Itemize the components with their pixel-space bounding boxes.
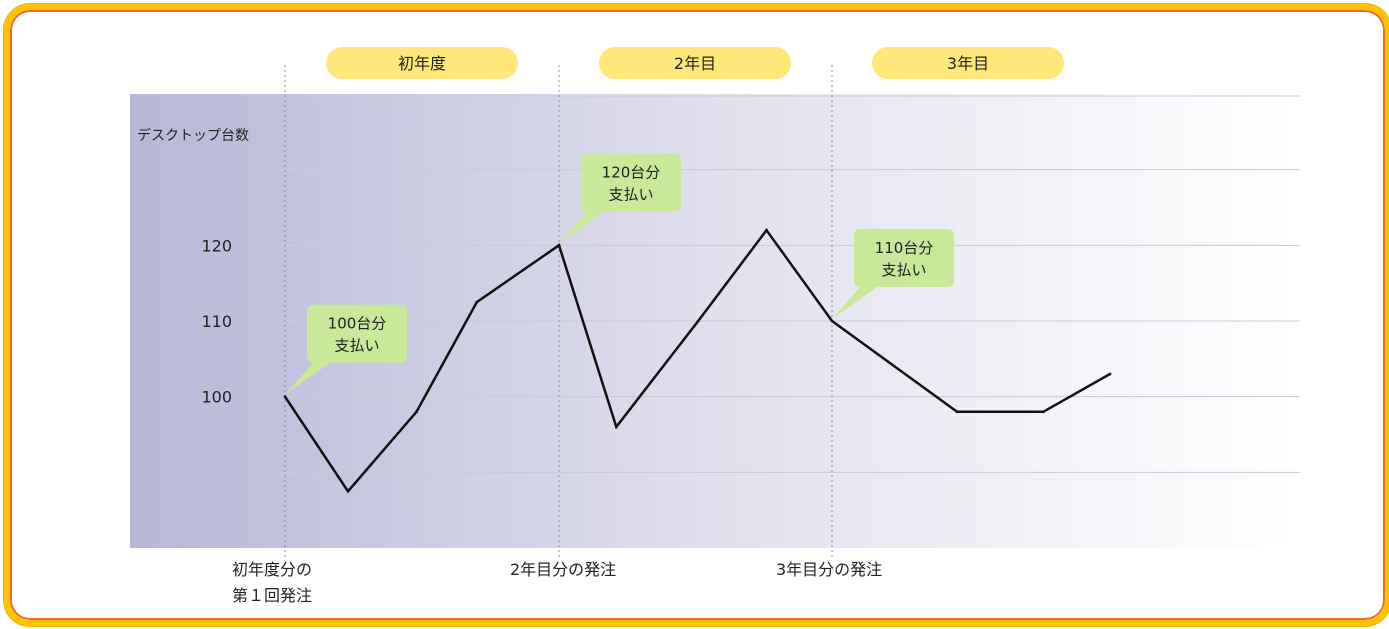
callout-text: 支払い [881, 261, 926, 279]
period-label: 3年目 [947, 54, 989, 73]
period-badge: 初年度 [326, 47, 518, 79]
callout-text: 支払い [334, 337, 379, 355]
period-label: 初年度 [398, 54, 446, 73]
data-point [346, 489, 350, 493]
chart-frame: 初年度 2年目 3年目 デスクトップ台数 100 110 120 100台分 支払い 120… [4, 4, 1389, 626]
callout-text: 120台分 [602, 163, 661, 181]
data-point [1108, 372, 1112, 376]
data-point [765, 228, 768, 232]
order-label: 3年目分の発注 [776, 560, 882, 579]
order-label-line: 2年目分の発注 [510, 560, 616, 579]
callout-text: 110台分 [875, 239, 934, 257]
y-tick-label: 100 [201, 388, 232, 407]
data-point [830, 319, 834, 323]
data-point [475, 300, 479, 304]
period-badge: 2年目 [599, 47, 791, 79]
y-tick-label: 120 [201, 236, 232, 255]
order-label-line: 第１回発注 [232, 586, 312, 605]
order-label-line: 初年度分の [232, 560, 312, 579]
y-axis-label: デスクトップ台数 [137, 127, 249, 144]
callout-text: 支払い [608, 185, 653, 203]
period-badge: 3年目 [872, 47, 1064, 79]
order-label-line: 3年目分の発注 [776, 560, 882, 579]
data-point [1041, 410, 1045, 414]
data-point [614, 425, 618, 429]
data-point [415, 410, 418, 414]
order-label: 2年目分の発注 [510, 560, 616, 579]
callout-text: 100台分 [328, 315, 387, 333]
data-point [696, 319, 700, 323]
series-line [283, 228, 1111, 494]
data-point [283, 395, 287, 399]
period-label: 2年目 [674, 54, 716, 73]
data-point [955, 410, 959, 414]
y-tick-label: 110 [201, 312, 232, 331]
data-point [557, 243, 561, 247]
